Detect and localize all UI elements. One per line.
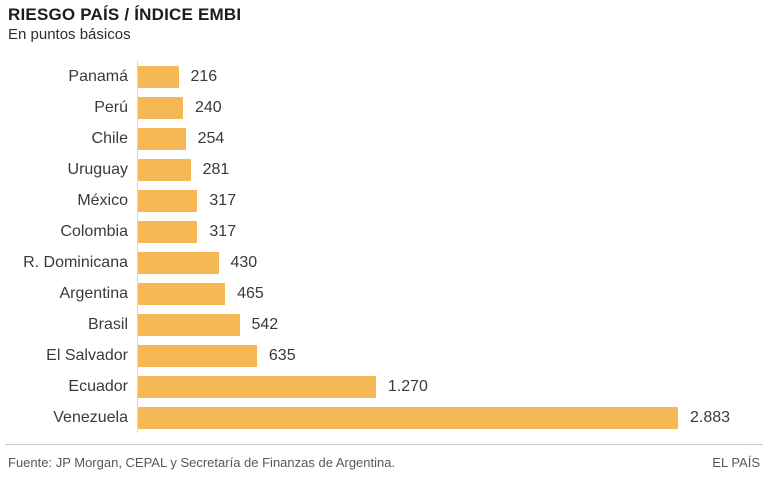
category-label: Uruguay [67, 160, 128, 178]
bar-chart: Panamá 216 Perú 240 Chile 254 Uruguay 281 México… [0, 61, 768, 433]
value-label: 317 [209, 222, 237, 240]
bar [138, 189, 198, 212]
bar-area: 430 [137, 247, 768, 278]
chart-row: Argentina 465 [0, 278, 768, 309]
chart-header: RIESGO PAÍS / ÍNDICE EMBI En puntos bási… [0, 0, 768, 44]
value-label: 2.883 [690, 408, 731, 426]
value-label: 635 [268, 346, 296, 364]
chart-subtitle: En puntos básicos [8, 26, 131, 43]
category-label: Brasil [87, 315, 128, 333]
bar-area: 240 [137, 92, 768, 123]
value-label: 465 [237, 284, 264, 302]
bar [138, 344, 257, 367]
category-label: México [77, 191, 128, 209]
bar-area: 216 [137, 61, 768, 92]
bar-area: 1.270 [137, 371, 768, 402]
chart-row: México 317 [0, 185, 768, 216]
bar-area: 2.883 [137, 402, 768, 433]
bar [138, 375, 376, 398]
value-label: 240 [195, 98, 222, 116]
category-label: R. Dominicana [23, 253, 128, 271]
chart-row: Ecuador 1.270 [0, 371, 768, 402]
value-label: 542 [251, 315, 279, 333]
chart-title: RIESGO PAÍS / ÍNDICE EMBI [8, 5, 242, 24]
category-label: Ecuador [68, 377, 128, 395]
category-label: Chile [91, 129, 128, 147]
bar-area: 542 [137, 309, 768, 340]
bar [138, 158, 191, 181]
value-label: 281 [202, 160, 230, 178]
bar [138, 96, 183, 119]
chart-row: R. Dominicana 430 [0, 247, 768, 278]
bar [138, 251, 219, 274]
bar [138, 65, 179, 88]
chart-footer: Fuente: JP Morgan, CEPAL y Secretaría de… [5, 444, 763, 470]
bar-area: 317 [137, 216, 768, 247]
value-label: 430 [230, 253, 258, 271]
category-label: Panamá [68, 67, 128, 85]
bar [138, 282, 226, 305]
source-note: Fuente: JP Morgan, CEPAL y Secretaría de… [8, 455, 396, 470]
chart-row: Chile 254 [0, 123, 768, 154]
category-label: Argentina [59, 284, 129, 302]
bar [138, 313, 240, 336]
chart-row: Colombia 317 [0, 216, 768, 247]
chart-row: Venezuela 2.883 [0, 402, 768, 433]
bar [138, 406, 678, 429]
bar-area: 465 [137, 278, 768, 309]
category-label: Venezuela [53, 408, 128, 426]
chart-row: El Salvador 635 [0, 340, 768, 371]
bar-area: 254 [137, 123, 768, 154]
publisher-credit: EL PAÍS [712, 455, 760, 470]
value-label: 254 [197, 129, 225, 147]
category-label: El Salvador [46, 346, 128, 364]
bar-area: 635 [137, 340, 768, 371]
category-label: Colombia [60, 222, 128, 240]
bar-area: 317 [137, 185, 768, 216]
bar [138, 127, 186, 150]
chart-row: Uruguay 281 [0, 154, 768, 185]
bar-area: 281 [137, 154, 768, 185]
chart-row: Panamá 216 [0, 61, 768, 92]
chart-row: Perú 240 [0, 92, 768, 123]
value-label: 216 [190, 67, 218, 85]
value-label: 317 [209, 191, 237, 209]
bar [138, 220, 198, 243]
value-label: 1.270 [387, 377, 428, 395]
chart-row: Brasil 542 [0, 309, 768, 340]
category-label: Perú [94, 98, 128, 116]
